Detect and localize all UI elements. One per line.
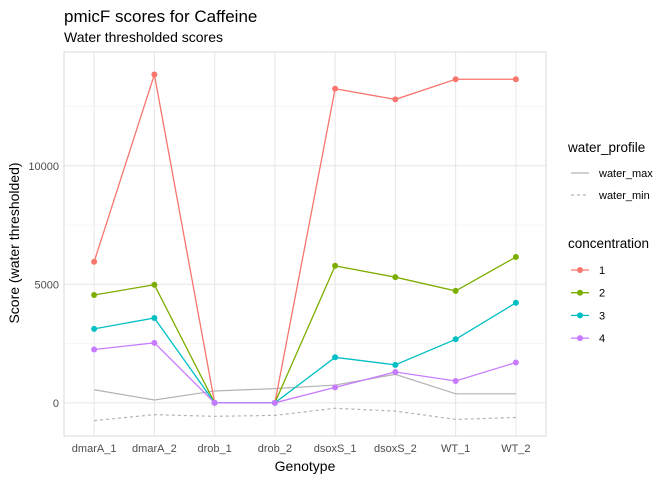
y-axis-ticks: 0 5000 10000: [28, 161, 59, 410]
data-point-concentration-3: [151, 314, 158, 321]
data-point-concentration-4: [211, 399, 218, 406]
legend-label: 3: [599, 310, 605, 322]
water-line-water-min: [94, 407, 516, 422]
data-point-concentration-1: [452, 76, 459, 83]
series-lines: [93, 74, 517, 404]
data-point-concentration-2: [91, 291, 98, 298]
legend-water-title: water_profile: [567, 140, 645, 155]
x-tick-label: drob_1: [197, 443, 231, 455]
y-axis-title: Score (water thresholded): [6, 162, 22, 323]
x-tick-label: drob_2: [258, 443, 292, 455]
water-profile-lines: [94, 373, 516, 422]
legend-label: water_min: [598, 190, 650, 202]
legend-label: 2: [599, 288, 605, 300]
data-point-concentration-2: [512, 254, 519, 261]
legend-label: 4: [599, 333, 605, 345]
x-tick-label: dsoxS_1: [314, 443, 357, 455]
data-point-concentration-2: [392, 274, 399, 281]
x-tick-label: WT_1: [441, 443, 470, 455]
y-tick-label: 10000: [28, 161, 59, 173]
legend-key-point-3: [577, 312, 583, 319]
legend-key-point-4: [577, 335, 583, 342]
data-point-concentration-4: [452, 378, 459, 385]
series-line-3: [94, 302, 517, 404]
data-point-concentration-1: [392, 96, 399, 103]
data-point-concentration-1: [151, 71, 158, 78]
x-tick-label: dsoxS_2: [374, 443, 417, 455]
legend-key-point-2: [577, 289, 583, 296]
x-tick-label: dmarA_1: [72, 443, 117, 455]
legend-water-profile: water_profile water_max water_min: [567, 140, 653, 202]
water-line-water-max: [94, 373, 516, 401]
data-point-concentration-1: [512, 76, 519, 83]
legend-key-point-1: [577, 267, 583, 273]
data-point-concentration-2: [332, 262, 339, 269]
data-point-concentration-4: [392, 369, 399, 375]
data-point-concentration-4: [512, 359, 519, 366]
series-line-1: [93, 74, 516, 404]
data-point-concentration-1: [91, 258, 98, 265]
y-tick-label: 5000: [35, 279, 59, 291]
data-point-concentration-3: [91, 325, 98, 332]
legend-label: water_max: [598, 168, 653, 180]
series-points: [91, 71, 519, 406]
x-axis-ticks: dmarA_1 dmarA_2 drob_1 drob_2 dsoxS_1 dsoxS_2…: [72, 443, 531, 455]
data-point-concentration-3: [332, 354, 339, 361]
data-point-concentration-2: [151, 281, 158, 288]
chart-subtitle: Water thresholded scores: [64, 29, 223, 45]
data-point-concentration-4: [151, 339, 158, 346]
legend-label: 1: [599, 265, 605, 277]
data-point-concentration-3: [392, 361, 399, 368]
grid-lines: [64, 52, 546, 436]
data-point-concentration-3: [452, 336, 459, 343]
chart-title: pmicF scores for Caffeine: [64, 7, 257, 26]
data-point-concentration-4: [332, 384, 339, 391]
legend-concentration: concentration 1 2 3 4: [568, 236, 649, 345]
x-tick-label: WT_2: [501, 443, 530, 455]
series-line-2: [94, 256, 517, 404]
data-point-concentration-3: [512, 299, 519, 306]
series-line-4: [94, 342, 517, 404]
x-tick-label: dmarA_2: [132, 443, 177, 455]
data-point-concentration-1: [332, 85, 339, 92]
data-point-concentration-4: [271, 399, 278, 406]
x-axis-title: Genotype: [275, 458, 336, 474]
data-point-concentration-2: [452, 287, 459, 294]
data-point-concentration-4: [91, 346, 98, 353]
legend-concentration-title: concentration: [568, 236, 649, 251]
y-tick-label: 0: [53, 398, 59, 410]
